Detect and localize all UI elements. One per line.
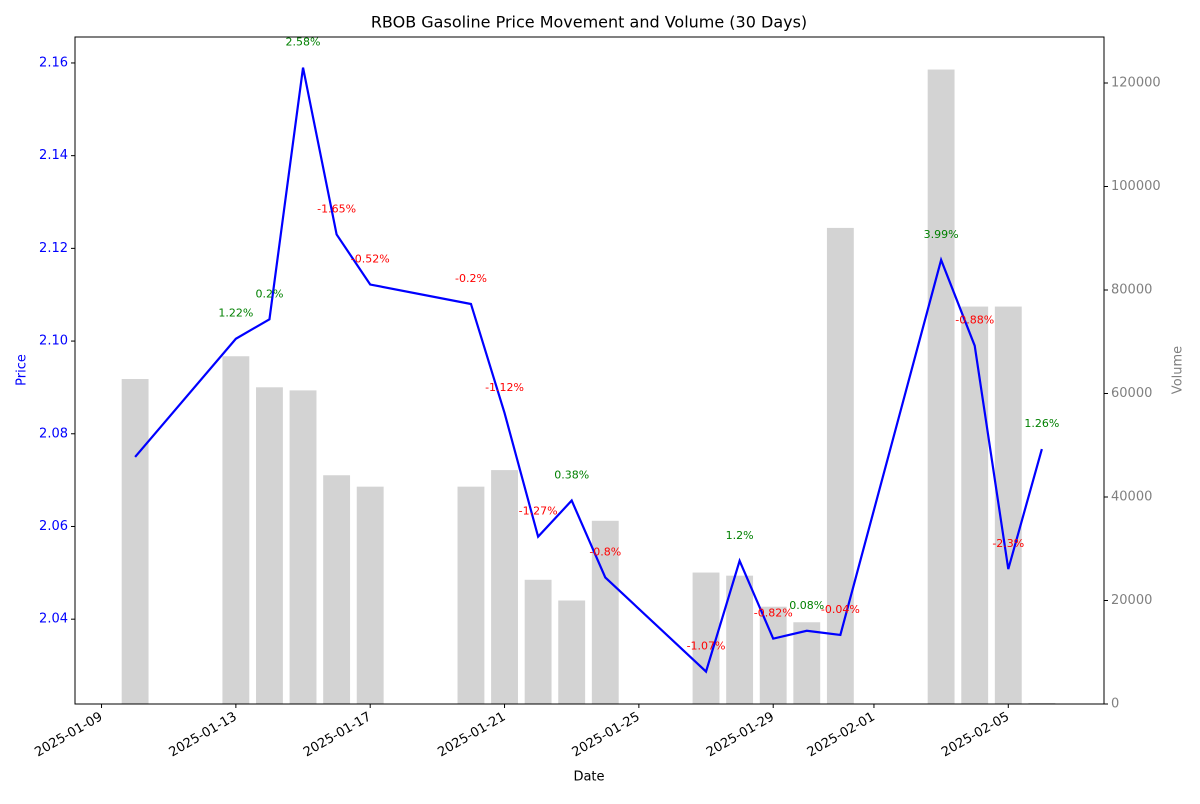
change-label: 1.26%: [1024, 417, 1059, 430]
change-label: 0.38%: [554, 469, 589, 482]
volume-bar: [491, 470, 518, 704]
change-label: -1.12%: [485, 381, 524, 394]
plot-frame: [74, 36, 1105, 705]
x-tick-label: 2025-01-09: [32, 710, 105, 761]
volume-bar: [558, 600, 586, 704]
change-label: -0.88%: [955, 314, 994, 327]
x-tick-label: 2025-01-13: [167, 710, 240, 761]
y2-tick-label: 40000: [1111, 490, 1152, 505]
x-tick-label: 2025-01-25: [570, 710, 643, 761]
y-tick-label: 2.04: [39, 612, 68, 627]
volume-bar: [457, 486, 485, 704]
volume-bar: [759, 606, 787, 704]
x-tick-label: 2025-01-21: [435, 710, 508, 761]
y2-tick-label: 120000: [1111, 76, 1161, 91]
volume-bar: [289, 390, 317, 704]
x-tick-label: 2025-01-17: [301, 710, 374, 761]
y2-tick-label: 0: [1111, 697, 1119, 712]
x-tick-label: 2025-02-01: [805, 710, 878, 761]
y2-tick-label: 20000: [1111, 593, 1152, 608]
volume-bar: [323, 475, 351, 704]
change-label: -0.52%: [351, 253, 390, 266]
volume-bar: [256, 387, 283, 704]
change-label: 1.2%: [726, 529, 754, 542]
y2-tick-label: 80000: [1111, 283, 1152, 298]
y-tick-label: 2.12: [39, 241, 68, 256]
x-axis-label: Date: [573, 770, 604, 785]
volume-bar: [961, 306, 989, 704]
change-label: -1.07%: [687, 640, 726, 653]
y2-tick-label: 60000: [1111, 386, 1152, 401]
y-tick-label: 2.16: [39, 55, 68, 70]
volume-bar: [1028, 702, 1056, 704]
volume-bar: [356, 486, 384, 704]
volume-bar: [826, 227, 854, 704]
y-axis-label: Price: [15, 354, 30, 386]
change-label: 0.2%: [255, 287, 283, 300]
y-tick-label: 2.08: [39, 426, 68, 441]
volume-bar: [121, 379, 149, 704]
volume-bar: [524, 579, 552, 704]
change-label: -1.65%: [317, 202, 356, 215]
y-tick-label: 2.10: [39, 334, 68, 349]
y2-tick-label: 100000: [1111, 179, 1161, 194]
change-label: -0.82%: [754, 607, 793, 620]
y-tick-label: 2.14: [39, 148, 68, 163]
change-label: 0.08%: [789, 599, 824, 612]
change-label: 2.58%: [286, 36, 321, 49]
x-tick-label: 2025-01-29: [704, 710, 777, 761]
volume-bar: [726, 575, 754, 704]
price-line: [134, 67, 1043, 674]
change-label: -2.3%: [992, 537, 1024, 550]
change-label: -0.04%: [821, 603, 860, 616]
change-label: -1.27%: [519, 505, 558, 518]
change-label: -0.2%: [455, 272, 487, 285]
chart-title: RBOB Gasoline Price Movement and Volume …: [371, 13, 807, 32]
volume-bar: [793, 622, 821, 704]
y-tick-label: 2.06: [39, 519, 68, 534]
change-label: -0.8%: [589, 545, 621, 558]
volume-bar: [222, 356, 250, 704]
volume-bar: [927, 69, 955, 704]
x-tick-label: 2025-02-05: [939, 710, 1012, 761]
volume-bar: [591, 520, 619, 704]
change-label: 3.99%: [924, 228, 959, 241]
y2-axis-label: Volume: [1171, 346, 1186, 394]
change-label: 1.22%: [218, 307, 253, 320]
